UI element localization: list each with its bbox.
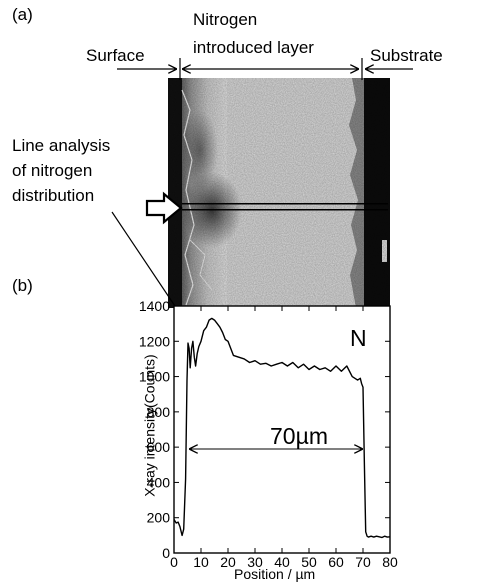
y-tick-labels: 0 200 400 600 800 1000 1200 1400 — [139, 298, 170, 561]
x-axis-label: Position / µm — [234, 566, 316, 582]
nitrogen-profile-line — [173, 317, 391, 539]
y-tick-label: 600 — [147, 439, 171, 455]
micrograph — [168, 78, 390, 308]
panel-b-label: (b) — [12, 276, 33, 295]
element-label: N — [350, 325, 367, 351]
x-tick-label: 50 — [301, 554, 317, 570]
surface-label: Surface — [86, 46, 145, 65]
width-annotation: 70µm — [270, 423, 328, 449]
line-analysis-label-2: of nitrogen — [12, 161, 93, 180]
x-tick-label: 0 — [170, 554, 178, 570]
substrate-label: Substrate — [370, 46, 443, 65]
layer-label-line1: Nitrogen — [193, 10, 258, 29]
y-tick-label: 0 — [162, 545, 170, 561]
panel-a-label: (a) — [12, 5, 33, 24]
layer-label-line2: introduced layer — [193, 38, 314, 57]
y-axis-label: X-ray intensity(Counts) — [141, 354, 158, 497]
x-tick-labels: 0 10 20 30 40 50 60 70 80 — [170, 554, 398, 570]
y-tick-label: 400 — [147, 474, 171, 490]
x-tick-label: 80 — [382, 554, 398, 570]
plot-frame — [173, 305, 391, 554]
x-tick-label: 70 — [355, 554, 371, 570]
line-analysis-block-arrow-icon — [145, 191, 183, 225]
y-tick-label: 800 — [147, 404, 171, 420]
line-analysis-label-3: distribution — [12, 186, 95, 205]
y-tick-label: 1200 — [139, 333, 170, 349]
y-tick-label: 1000 — [139, 369, 170, 385]
line-analysis-label-1: Line analysis — [12, 136, 111, 155]
x-tick-label: 60 — [328, 554, 344, 570]
axis-ticks — [173, 305, 391, 554]
x-tick-label: 30 — [247, 554, 263, 570]
x-tick-label: 20 — [220, 554, 236, 570]
chart: 0 10 20 30 40 50 60 70 80 0 200 400 600 800 1000 1200 1… — [139, 298, 398, 570]
x-tick-label: 10 — [193, 554, 209, 570]
x-tick-label: 40 — [274, 554, 290, 570]
y-tick-label: 1400 — [139, 298, 170, 314]
y-tick-label: 200 — [147, 510, 171, 526]
